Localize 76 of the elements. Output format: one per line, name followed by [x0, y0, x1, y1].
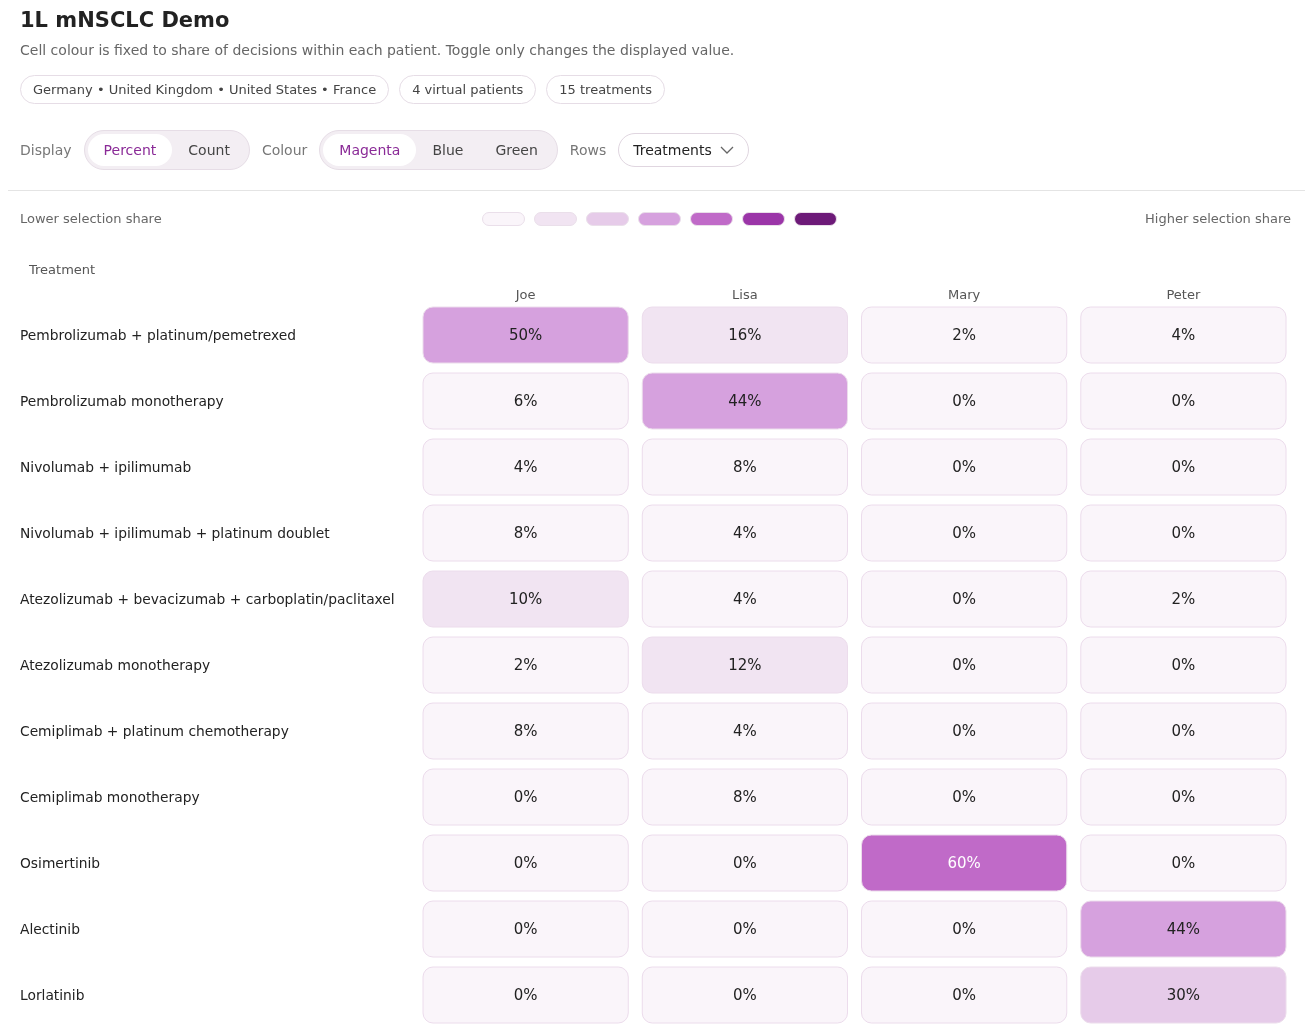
text: Germany • United Kingdom • United States • France	[20, 75, 390, 104]
data-label: 0%	[1171, 854, 1196, 872]
text: 15 treatments	[546, 75, 665, 104]
x-tick-label: Lisa	[732, 286, 758, 302]
y-tick-label: Lorlatinib	[20, 987, 85, 1003]
data-label: 0%	[732, 920, 757, 938]
data-label: 0%	[1171, 458, 1196, 476]
text: Rows	[569, 142, 607, 158]
chart-subtitle: Cell colour is fixed to share of decisions within each patient. Toggle only changes the displayed value.	[20, 42, 736, 58]
data-label: 12%	[728, 656, 762, 674]
data-label: 50%	[508, 326, 543, 344]
y-tick-label: Atezolizumab + bevacizumab + carboplatin/paclitaxel	[20, 591, 395, 607]
data-label: 0%	[952, 986, 977, 1004]
y-tick-label: Atezolizumab monotherapy	[20, 657, 211, 673]
text: Treatments	[618, 133, 749, 167]
data-label: 0%	[513, 788, 538, 806]
data-label: 4%	[513, 458, 538, 476]
text: Count	[187, 141, 231, 160]
data-label: 8%	[732, 458, 757, 476]
y-tick-label: Nivolumab + ipilimumab	[20, 459, 192, 475]
text: 1L mNSCLC Demo	[20, 8, 231, 32]
data-label: 4%	[1171, 326, 1196, 344]
data-label: 6%	[513, 392, 538, 410]
data-label: 4%	[732, 524, 757, 542]
text: Lower selection share	[20, 211, 162, 226]
data-label: 2%	[952, 326, 977, 344]
data-label: 4%	[732, 722, 757, 740]
y-tick-label: Cemiplimab monotherapy	[20, 789, 200, 805]
text: Higher selection share	[1145, 211, 1291, 226]
x-tick-label: Mary	[948, 286, 981, 302]
data-label: 8%	[513, 722, 538, 740]
y-tick-label: Cemiplimab + platinum chemotherapy	[20, 723, 289, 739]
text: 4 virtual patients	[399, 75, 537, 104]
data-label: 8%	[732, 788, 757, 806]
data-label: 2%	[513, 656, 538, 674]
data-label: 0%	[952, 920, 977, 938]
text: Magenta	[323, 134, 417, 166]
data-label: 0%	[952, 524, 977, 542]
data-label: 0%	[513, 920, 538, 938]
data-label: 8%	[513, 524, 538, 542]
data-label: 0%	[1171, 392, 1196, 410]
data-label: 0%	[952, 788, 977, 806]
data-label: 0%	[952, 656, 977, 674]
x-tick-label: Peter	[1166, 286, 1201, 302]
y-axis-title: Treatment	[29, 262, 96, 277]
data-label: 0%	[513, 986, 538, 1004]
text: Colour	[261, 142, 308, 158]
x-tick-label: Joe	[514, 286, 536, 302]
data-label: 44%	[728, 392, 762, 410]
data-label: 44%	[1166, 920, 1201, 938]
data-label: 16%	[728, 326, 762, 344]
y-tick-label: Pembrolizumab monotherapy	[20, 393, 224, 409]
data-label: 0%	[952, 590, 977, 608]
data-label: 0%	[1171, 788, 1196, 806]
data-label: 0%	[952, 458, 977, 476]
y-tick-label: Alectinib	[20, 921, 80, 937]
data-label: 0%	[732, 986, 757, 1004]
data-label: 30%	[1166, 986, 1201, 1004]
y-tick-label: Pembrolizumab + platinum/pemetrexed	[20, 327, 297, 343]
data-label: 0%	[952, 392, 977, 410]
data-label: 0%	[1171, 656, 1196, 674]
data-label: 0%	[732, 854, 757, 872]
data-label: 60%	[947, 854, 981, 872]
data-label: 0%	[1171, 722, 1196, 740]
data-label: 0%	[513, 854, 538, 872]
y-tick-label: Nivolumab + ipilimumab + platinum doublet	[20, 525, 331, 541]
data-label: 0%	[1171, 524, 1196, 542]
text: Blue	[431, 141, 465, 160]
data-label: 4%	[732, 590, 757, 608]
text: Display	[20, 142, 72, 158]
data-label: 0%	[952, 722, 977, 740]
data-label: 2%	[1171, 590, 1196, 608]
text: Green	[494, 141, 539, 160]
y-tick-label: Osimertinib	[20, 855, 101, 871]
data-label: 10%	[508, 590, 543, 608]
text: Percent	[87, 134, 173, 166]
